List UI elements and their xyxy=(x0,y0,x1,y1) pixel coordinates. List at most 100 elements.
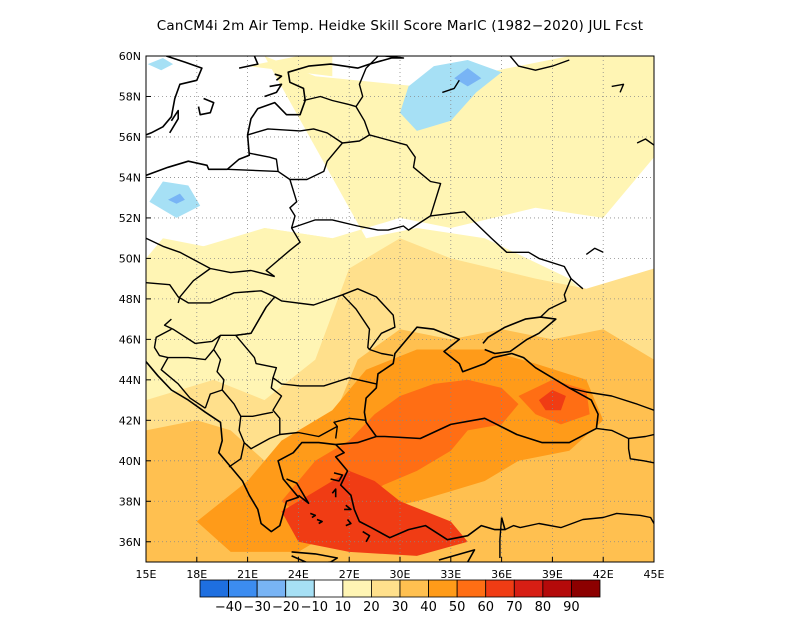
lon-tick-label-1: 18E xyxy=(186,568,207,581)
border-6 xyxy=(274,288,396,357)
border-5 xyxy=(249,152,279,172)
colorbar-label-5: 20 xyxy=(363,600,380,615)
colorbar-swatch-2 xyxy=(256,579,287,598)
lon-tick-label-4: 27E xyxy=(339,568,360,581)
border-26 xyxy=(627,438,654,464)
border-24 xyxy=(570,278,584,290)
colorbar: −40 −30 −20 −10 10 20 30 40 50 60 70 80 90 xyxy=(199,579,601,615)
latitude-axis: 36N 38N 40N 42N 44N 46N 48N 50N 52N 54N 56N 58N 60N xyxy=(119,50,151,549)
border-2 xyxy=(146,282,275,304)
border-20 xyxy=(355,67,367,107)
border-28 xyxy=(504,512,654,531)
colorbar-label-9: 60 xyxy=(477,600,494,615)
border-15 xyxy=(160,357,206,409)
lon-tick-label-10: 45E xyxy=(644,568,665,581)
border-16 xyxy=(335,426,338,439)
colorbar-label-6: 30 xyxy=(392,600,409,615)
skill-region-1 xyxy=(146,228,333,360)
gridlines xyxy=(146,56,654,562)
border-34 xyxy=(585,247,604,255)
lat-tick-label-8: 52N xyxy=(119,212,141,225)
colorbar-swatch-13 xyxy=(571,579,601,598)
coastline-14 xyxy=(344,504,352,511)
border-23 xyxy=(430,211,572,318)
lat-tick-label-6: 48N xyxy=(119,293,141,306)
coastline-18 xyxy=(362,530,371,543)
skill-region-12 xyxy=(168,193,185,204)
border-30 xyxy=(509,56,570,71)
lat-tick-label-0: 36N xyxy=(119,536,141,549)
colorbar-swatch-0 xyxy=(199,579,229,598)
lon-tick-label-2: 21E xyxy=(237,568,258,581)
coastline-6 xyxy=(197,97,215,116)
lon-tick-label-3: 24E xyxy=(288,568,309,581)
coastline-15 xyxy=(286,478,310,505)
border-7 xyxy=(341,294,371,350)
border-18 xyxy=(247,128,343,144)
colorbar-swatch-10 xyxy=(485,579,515,598)
colorbar-swatch-4 xyxy=(313,579,344,598)
border-8 xyxy=(234,306,377,387)
colorbar-swatch-6 xyxy=(371,579,401,598)
colorbar-label-0: −40 xyxy=(215,600,242,615)
colorbar-swatch-11 xyxy=(513,579,544,598)
border-22 xyxy=(291,134,442,231)
border-4 xyxy=(227,168,301,278)
border-17 xyxy=(289,134,370,181)
colorbar-label-4: 10 xyxy=(335,600,352,615)
lat-tick-label-10: 56N xyxy=(119,131,141,144)
coastline-4 xyxy=(238,56,259,69)
coastline-12 xyxy=(330,472,344,482)
colorbar-label-10: 70 xyxy=(506,600,523,615)
colorbar-label-3: −10 xyxy=(301,600,328,615)
lon-tick-label-8: 39E xyxy=(542,568,563,581)
colorbar-swatch-8 xyxy=(428,579,458,598)
coastline-10 xyxy=(291,551,339,562)
coastline-19 xyxy=(345,518,352,527)
border-11 xyxy=(238,416,281,450)
colorbar-label-1: −30 xyxy=(243,600,270,615)
lat-tick-label-11: 58N xyxy=(119,90,141,103)
colorbar-swatch-5 xyxy=(342,579,372,598)
skill-region-13 xyxy=(147,58,174,71)
colorbar-swatch-1 xyxy=(228,579,258,598)
border-19 xyxy=(303,95,371,136)
colorbar-swatch-12 xyxy=(542,579,572,598)
coastline-0 xyxy=(146,361,506,541)
coastline-3 xyxy=(146,56,405,177)
border-13 xyxy=(204,389,223,409)
border-32 xyxy=(611,83,625,93)
border-12 xyxy=(228,442,245,468)
lon-tick-label-7: 36E xyxy=(491,568,512,581)
skill-region-14 xyxy=(247,56,333,77)
coastline-16 xyxy=(316,518,323,525)
lat-tick-label-5: 46N xyxy=(119,333,141,346)
lat-tick-label-1: 38N xyxy=(119,495,141,508)
coastline-7 xyxy=(169,109,179,134)
colorbar-swatch-9 xyxy=(456,579,487,598)
border-31 xyxy=(442,79,460,94)
coastline-2 xyxy=(482,316,557,355)
border-27 xyxy=(569,387,654,411)
coastline-13 xyxy=(331,488,337,498)
coastlines-layer xyxy=(146,56,599,562)
colorbar-label-7: 40 xyxy=(420,600,437,615)
borders-layer xyxy=(146,56,654,558)
border-29 xyxy=(499,517,503,558)
coastline-5 xyxy=(146,56,203,136)
lat-tick-label-9: 54N xyxy=(119,171,141,184)
lat-tick-label-4: 44N xyxy=(119,374,141,387)
lon-tick-label-9: 42E xyxy=(593,568,614,581)
lat-tick-label-3: 42N xyxy=(119,414,141,427)
lat-tick-label-7: 50N xyxy=(119,252,141,265)
lon-tick-label-5: 30E xyxy=(390,568,411,581)
chart-title: CanCM4i 2m Air Temp. Heidke Skill Score … xyxy=(156,18,644,34)
coastline-11 xyxy=(438,549,476,562)
border-33 xyxy=(636,138,654,146)
colorbar-label-2: −20 xyxy=(272,600,299,615)
border-9 xyxy=(270,377,367,438)
border-1 xyxy=(177,267,211,304)
lat-tick-label-2: 40N xyxy=(119,455,141,468)
colorbar-swatch-3 xyxy=(285,579,315,598)
border-14 xyxy=(153,328,215,361)
